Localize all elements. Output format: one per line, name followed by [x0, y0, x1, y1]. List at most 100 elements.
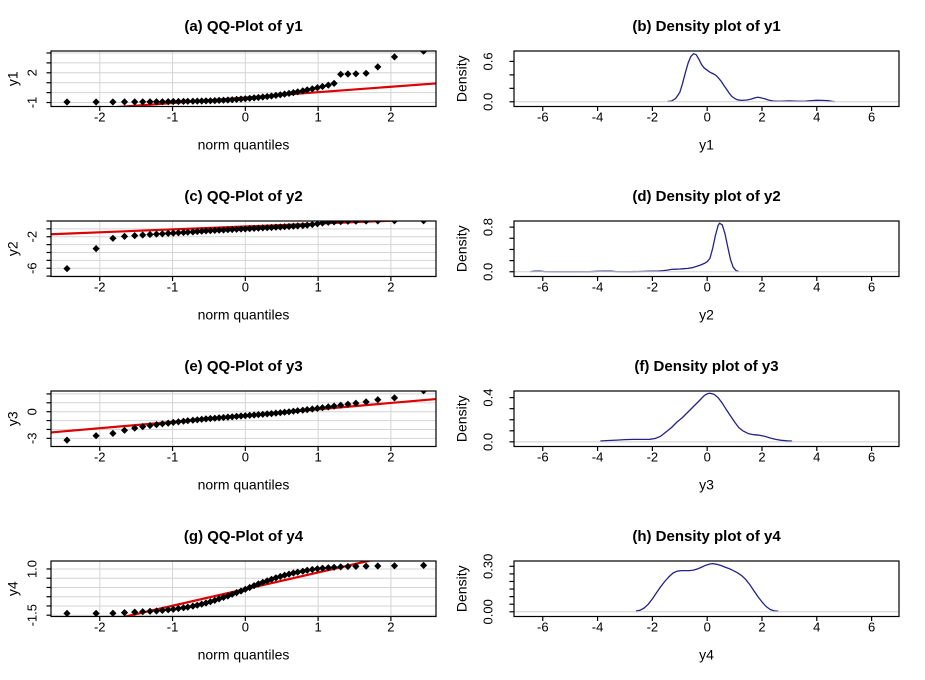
y-tick-label: 1.0: [24, 560, 39, 578]
plot-area: [530, 222, 739, 273]
panel-title: (g) QQ-Plot of y4: [184, 528, 304, 545]
x-tick-label: 2: [758, 279, 765, 294]
y-tick-label: -6: [24, 262, 39, 274]
plot-box: [513, 50, 900, 108]
plot-area: [63, 561, 428, 617]
plot-box: [50, 560, 437, 618]
x-tick-label: -4: [592, 109, 604, 124]
plot-area: [63, 51, 436, 107]
x-tick-label: 4: [813, 109, 820, 124]
x-axis-label: norm quantiles: [198, 307, 290, 323]
x-tick-label: -2: [647, 449, 659, 464]
y-tick-label: -1: [24, 97, 39, 109]
x-tick-label: -4: [592, 619, 604, 634]
y-axis-label: Density: [454, 395, 470, 442]
x-tick-label: -2: [647, 279, 659, 294]
y-tick-label: 0.30: [480, 554, 495, 579]
x-tick-label: 0: [704, 279, 711, 294]
x-tick-label: -6: [537, 449, 549, 464]
x-tick-label: -1: [167, 619, 179, 634]
y-tick-label: 0.8: [480, 218, 495, 236]
panel-h-density: -6 -4 -2 0 2 4 6 0.00 0.30 (h) Density plot of y4…: [454, 528, 900, 663]
x-axis-label: y1: [699, 137, 714, 153]
y-tick-label: -1.5: [24, 604, 39, 626]
x-axis-label: norm quantiles: [198, 137, 290, 153]
y-tick-label: 0.6: [480, 52, 495, 70]
y-tick-label: 0.4: [480, 389, 495, 407]
panel-c-qq: -2 -1 0 1 2 -6 -2 (c) QQ-Plot of y2 norm quantil…: [5, 188, 437, 323]
x-tick-label: -2: [94, 449, 106, 464]
x-tick-label: 0: [242, 279, 249, 294]
plot-box: [513, 560, 900, 618]
panel-f-density: -6 -4 -2 0 2 4 6 0.0 0.4 (f) Density plot of y3 y3…: [454, 358, 900, 493]
x-tick-label: 2: [758, 619, 765, 634]
x-tick-label: 2: [387, 109, 394, 124]
panel-title: (d) Density plot of y2: [632, 188, 780, 205]
y-axis-label: y3: [5, 411, 21, 426]
x-axis-label: norm quantiles: [198, 477, 290, 493]
density-curve: [635, 562, 779, 612]
y-tick-label: -3: [24, 433, 39, 445]
x-tick-label: 2: [387, 279, 394, 294]
qq-points: [63, 561, 428, 617]
panel-e-qq: -2 -1 0 1 2 -3 0 (e) QQ-Plot of y3 norm quantile…: [5, 358, 437, 493]
x-axis-label: norm quantiles: [198, 647, 290, 663]
panel-d-density: -6 -4 -2 0 2 4 6 0.0 0.8 (d) Density plot of y2 y2…: [454, 188, 900, 323]
x-axis-label: y3: [699, 477, 714, 493]
x-tick-label: 1: [314, 279, 321, 294]
panel-title: (c) QQ-Plot of y2: [184, 188, 302, 205]
x-tick-label: 4: [813, 619, 820, 634]
x-tick-label: 1: [314, 619, 321, 634]
x-tick-label: 0: [704, 109, 711, 124]
qq-points: [63, 221, 427, 273]
panel-g-qq: -2 -1 0 1 2 -1.5 1.0 (g) QQ-Plot of y4 norm quan…: [5, 528, 437, 663]
density-curve: [530, 222, 739, 273]
x-tick-label: -4: [592, 279, 604, 294]
x-tick-label: 1: [314, 449, 321, 464]
y-tick-label: 0.00: [480, 599, 495, 624]
panel-a-qq: -2 -1 0 1 2 -1 2 (a) QQ-Plot of y1 norm quantile…: [5, 18, 437, 153]
y-axis-label: Density: [454, 225, 470, 272]
x-tick-label: 2: [758, 109, 765, 124]
x-tick-label: -1: [167, 109, 179, 124]
y-axis-label: y1: [5, 71, 21, 86]
x-tick-label: 0: [704, 619, 711, 634]
density-curve: [667, 53, 835, 103]
x-tick-label: 6: [868, 279, 875, 294]
y-tick-label: 2: [24, 69, 39, 76]
x-tick-label: 0: [242, 109, 249, 124]
y-tick-label: 0.0: [480, 433, 495, 451]
x-tick-label: -2: [94, 279, 106, 294]
x-tick-label: 6: [868, 109, 875, 124]
panel-title: (a) QQ-Plot of y1: [184, 18, 302, 35]
x-tick-label: 4: [813, 449, 820, 464]
x-tick-label: -4: [592, 449, 604, 464]
x-tick-label: -6: [537, 279, 549, 294]
plot-box: [50, 50, 437, 108]
panel-b-density: -6 -4 -2 0 2 4 6 0.0 0.6 (b) Density plot of y1 y1…: [454, 18, 900, 153]
x-tick-label: 2: [387, 619, 394, 634]
plot-box: [50, 220, 437, 278]
x-tick-label: -2: [647, 619, 659, 634]
x-axis-label: y2: [699, 307, 714, 323]
y-axis-label: Density: [454, 55, 470, 102]
x-axis-label: y4: [699, 647, 714, 663]
panel-title: (e) QQ-Plot of y3: [184, 358, 302, 375]
y-axis-label: y2: [5, 241, 21, 256]
x-tick-label: -2: [647, 109, 659, 124]
x-tick-label: 6: [868, 449, 875, 464]
x-tick-label: 0: [242, 449, 249, 464]
y-axis-label: Density: [454, 565, 470, 612]
plot-box: [513, 220, 900, 278]
plot-area: [667, 53, 835, 103]
panel-title: (f) Density plot of y3: [634, 358, 778, 375]
plot-area: [635, 562, 779, 612]
x-tick-label: 0: [242, 619, 249, 634]
x-tick-label: 4: [813, 279, 820, 294]
y-tick-label: 0.0: [480, 93, 495, 111]
y-tick-label: 0.0: [480, 263, 495, 281]
density-curve: [600, 392, 793, 442]
x-tick-label: -1: [167, 449, 179, 464]
y-tick-label: 0: [24, 408, 39, 415]
